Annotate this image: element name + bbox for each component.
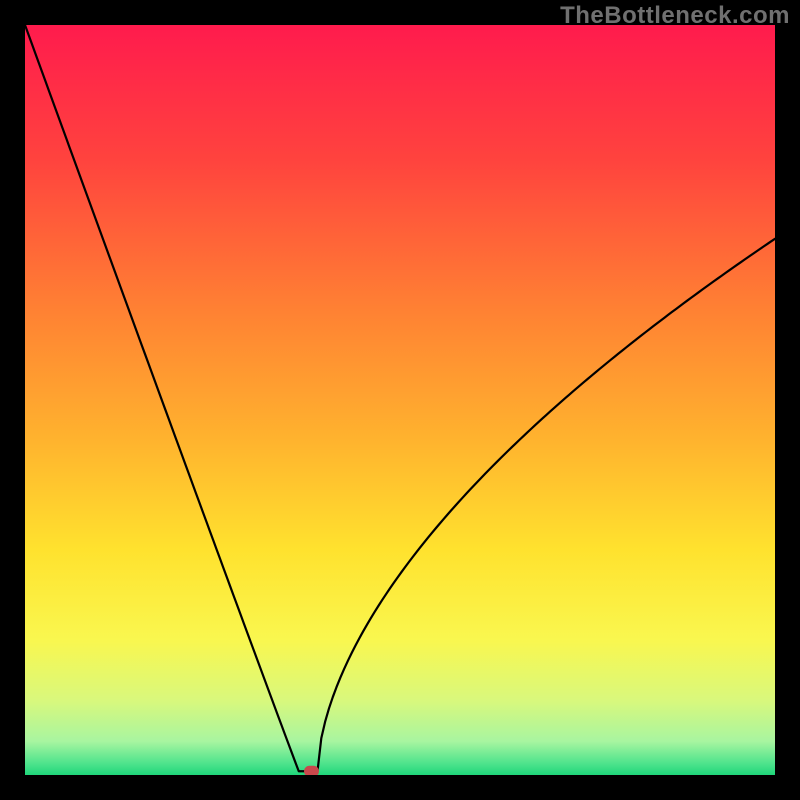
bottleneck-chart — [25, 25, 775, 775]
sweet-spot-marker — [305, 766, 319, 775]
gradient-background — [25, 25, 775, 775]
plot-area — [25, 25, 775, 775]
chart-frame: TheBottleneck.com — [0, 0, 800, 800]
